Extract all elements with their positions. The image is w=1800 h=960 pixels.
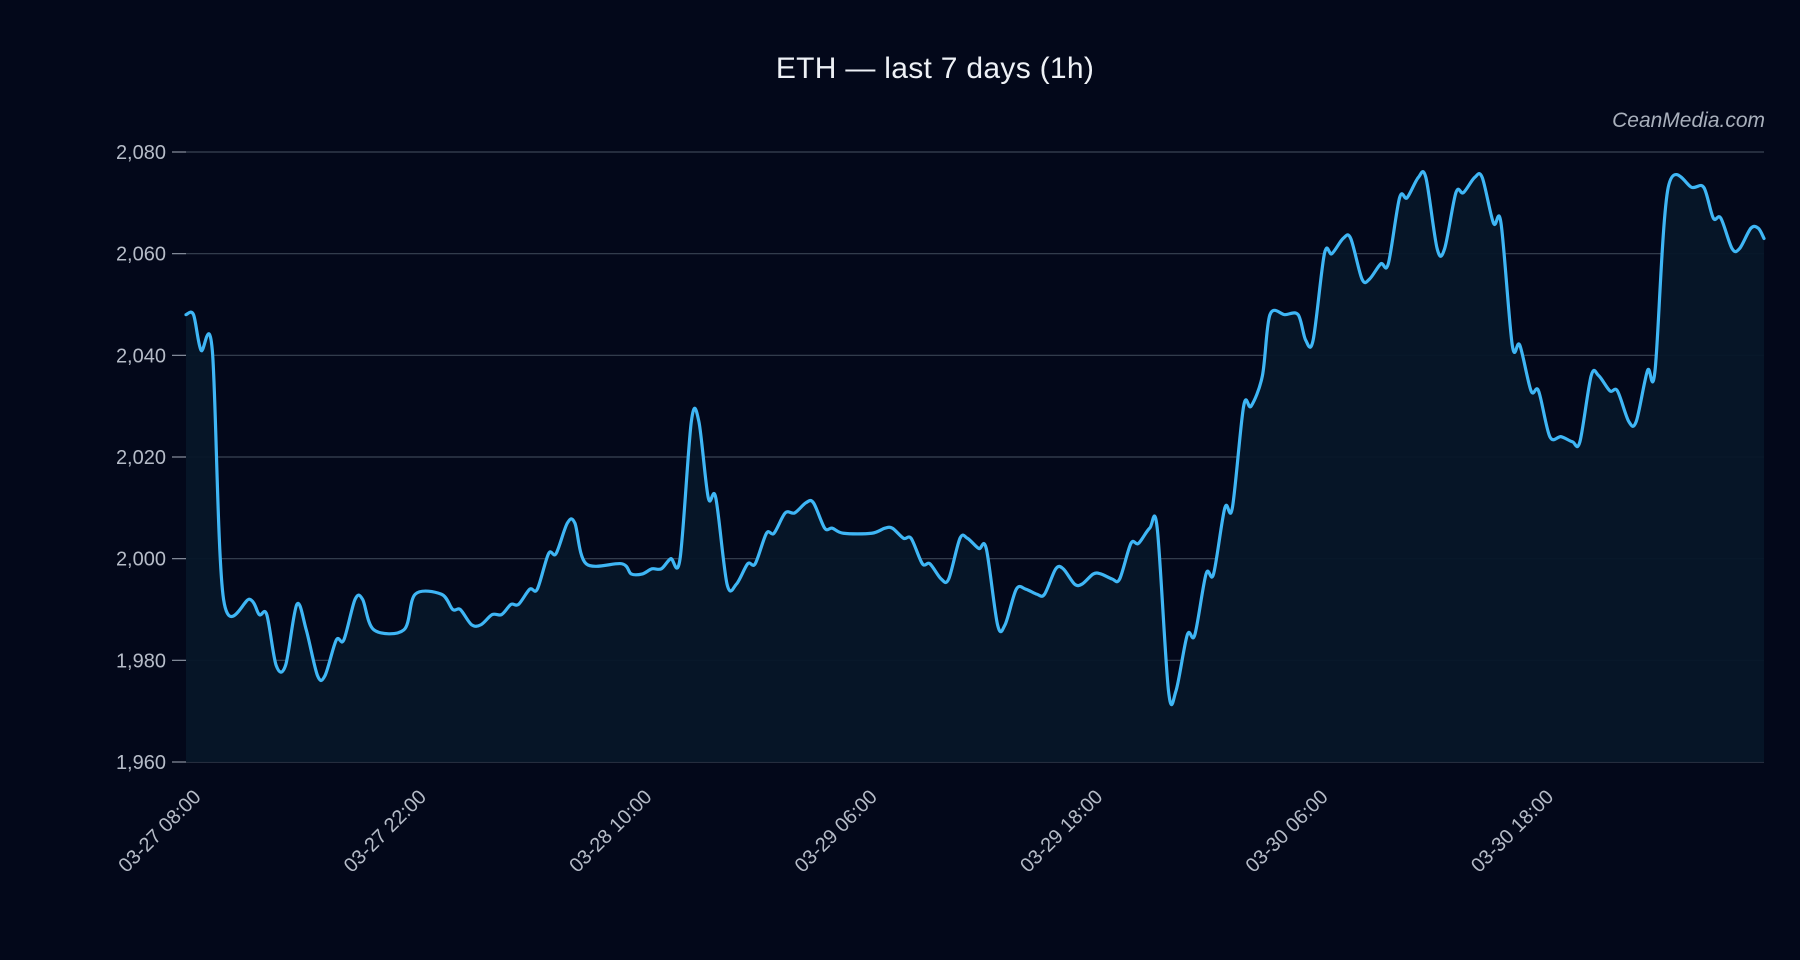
y-tick-label: 2,020 — [116, 447, 166, 469]
y-tick-label: 1,980 — [116, 650, 166, 672]
y-axis-ticks: 1,960 1,980 2,000 2,020 2,040 2,060 2,080 — [116, 142, 186, 774]
chart-title: ETH — last 7 days (1h) — [775, 52, 1095, 85]
x-tick-label: 03-30 06:00 — [1242, 786, 1333, 877]
watermark-text: CeanMedia.com — [1612, 109, 1765, 132]
y-tick-label: 2,000 — [116, 549, 166, 571]
x-tick-label: 03-30 18:00 — [1467, 786, 1558, 877]
x-tick-label: 03-29 18:00 — [1016, 786, 1107, 877]
x-tick-label: 03-27 08:00 — [114, 786, 205, 877]
price-line — [184, 169, 1766, 707]
x-axis-ticks: 03-27 08:00 03-27 22:00 03-28 10:00 03-29 0… — [114, 786, 1558, 877]
y-tick-label: 2,060 — [116, 244, 166, 266]
area-layer — [186, 171, 1764, 762]
price-area-fill — [186, 171, 1764, 762]
x-tick-label: 03-28 10:00 — [565, 786, 656, 877]
y-tick-label: 2,040 — [116, 345, 166, 367]
x-tick-label: 03-27 22:00 — [340, 786, 431, 877]
y-tick-label: 2,080 — [116, 142, 166, 164]
y-tick-label: 1,960 — [116, 752, 166, 774]
line-layer — [184, 169, 1766, 707]
x-tick-label: 03-29 06:00 — [791, 786, 882, 877]
